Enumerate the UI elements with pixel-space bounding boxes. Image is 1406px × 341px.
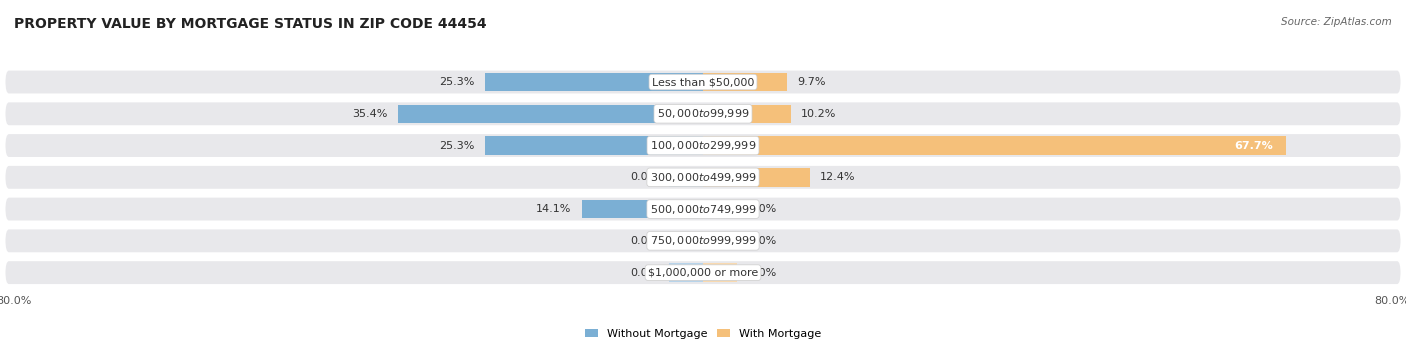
Bar (582, 200, 703, 218)
Text: 0.0%: 0.0% (748, 236, 776, 246)
Text: 12.4%: 12.4% (820, 172, 856, 182)
Text: 9.7%: 9.7% (797, 77, 825, 87)
Bar (703, 105, 790, 123)
FancyBboxPatch shape (6, 229, 1400, 252)
Text: $500,000 to $749,999: $500,000 to $749,999 (650, 203, 756, 216)
Text: PROPERTY VALUE BY MORTGAGE STATUS IN ZIP CODE 44454: PROPERTY VALUE BY MORTGAGE STATUS IN ZIP… (14, 17, 486, 31)
Bar (669, 232, 703, 250)
Text: 25.3%: 25.3% (440, 77, 475, 87)
FancyBboxPatch shape (6, 71, 1400, 93)
Bar (669, 263, 703, 282)
Bar (703, 232, 738, 250)
Bar (703, 200, 738, 218)
Text: $100,000 to $299,999: $100,000 to $299,999 (650, 139, 756, 152)
FancyBboxPatch shape (6, 261, 1400, 284)
Bar (485, 73, 703, 91)
FancyBboxPatch shape (6, 134, 1400, 157)
FancyBboxPatch shape (6, 198, 1400, 221)
Bar (703, 73, 786, 91)
Text: 10.2%: 10.2% (801, 109, 837, 119)
Text: 0.0%: 0.0% (748, 268, 776, 278)
Text: 67.7%: 67.7% (1234, 140, 1272, 151)
Bar (703, 168, 810, 187)
Text: Less than $50,000: Less than $50,000 (652, 77, 754, 87)
Text: 25.3%: 25.3% (440, 140, 475, 151)
Bar (398, 105, 703, 123)
Text: 0.0%: 0.0% (630, 268, 658, 278)
Bar (669, 168, 703, 187)
FancyBboxPatch shape (6, 102, 1400, 125)
Bar (703, 136, 1286, 155)
Legend: Without Mortgage, With Mortgage: Without Mortgage, With Mortgage (585, 329, 821, 339)
Text: 35.4%: 35.4% (353, 109, 388, 119)
Text: 14.1%: 14.1% (536, 204, 571, 214)
Text: $300,000 to $499,999: $300,000 to $499,999 (650, 171, 756, 184)
Text: $50,000 to $99,999: $50,000 to $99,999 (657, 107, 749, 120)
Text: 0.0%: 0.0% (748, 204, 776, 214)
Text: 0.0%: 0.0% (630, 172, 658, 182)
Bar (703, 263, 738, 282)
Bar (485, 136, 703, 155)
Text: 0.0%: 0.0% (630, 236, 658, 246)
Text: $1,000,000 or more: $1,000,000 or more (648, 268, 758, 278)
Text: Source: ZipAtlas.com: Source: ZipAtlas.com (1281, 17, 1392, 27)
FancyBboxPatch shape (6, 166, 1400, 189)
Text: $750,000 to $999,999: $750,000 to $999,999 (650, 234, 756, 247)
